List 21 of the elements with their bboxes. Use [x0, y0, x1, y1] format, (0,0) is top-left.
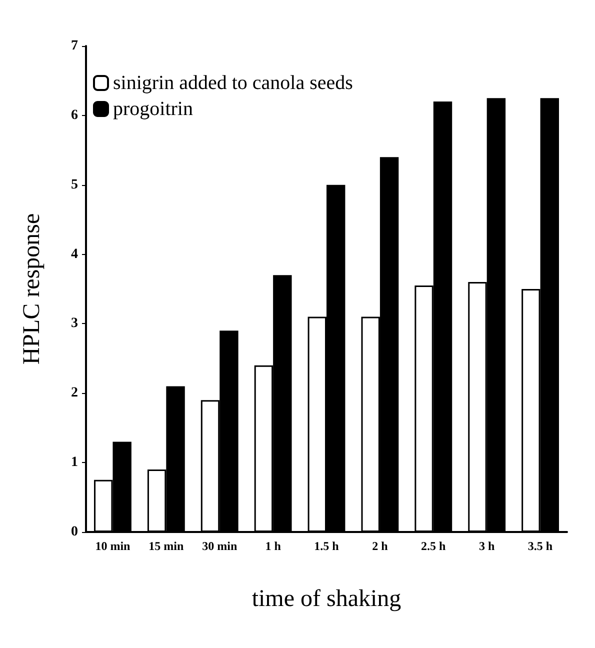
y-tick-label: 1: [71, 455, 78, 470]
x-tick-label: 15 min: [148, 539, 184, 553]
legend-label: progoitrin: [113, 98, 193, 120]
y-axis-title: HPLC response: [19, 213, 45, 365]
y-tick-label: 3: [71, 316, 78, 332]
legend-label: sinigrin added to canola seeds: [113, 72, 354, 94]
y-tick-label: 4: [71, 246, 78, 262]
x-tick-label: 3.5 h: [528, 539, 553, 553]
y-tick-label: 5: [71, 177, 78, 192]
x-tick-label: 10 min: [95, 539, 131, 553]
x-tick-label: 1 h: [265, 539, 282, 553]
x-tick-label: 1.5 h: [314, 539, 340, 553]
y-tick-label: 0: [71, 524, 78, 540]
y-tick-label: 7: [71, 38, 78, 54]
y-tick-label: 2: [71, 386, 78, 401]
x-tick-label: 2 h: [372, 539, 388, 553]
x-tick-label: 3 h: [478, 539, 495, 553]
y-tick-label: 6: [71, 108, 78, 123]
x-tick-label: 30 min: [202, 539, 238, 553]
x-tick-label: 2.5 h: [421, 539, 446, 553]
x-axis-title: time of shaking: [252, 586, 402, 612]
